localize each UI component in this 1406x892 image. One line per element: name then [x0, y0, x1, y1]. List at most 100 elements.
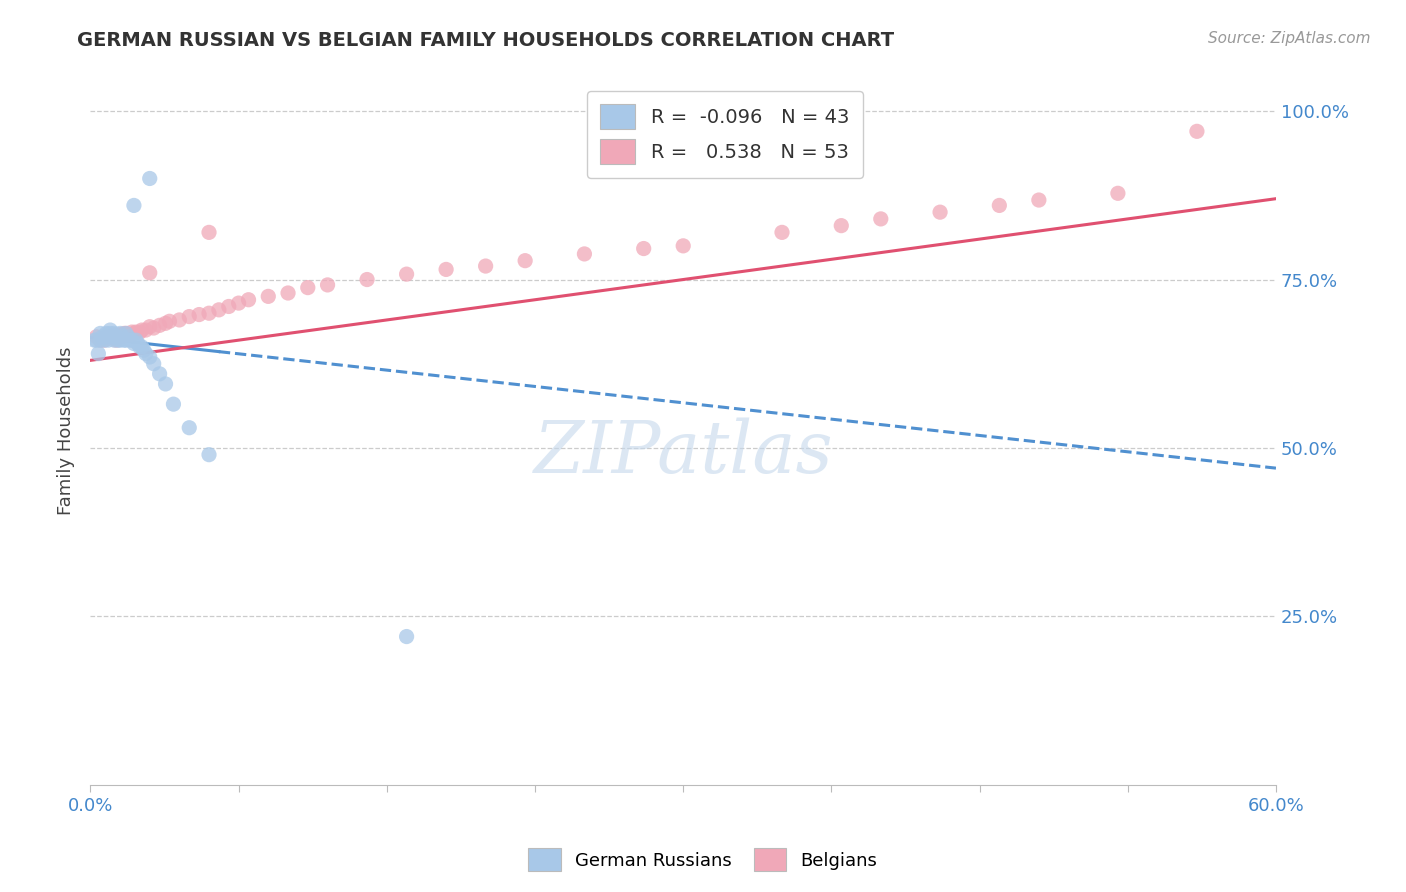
Point: [86, 333, 108, 347]
Point: [672, 239, 695, 253]
Point: [118, 327, 141, 342]
Point: [1028, 193, 1050, 207]
Point: [218, 300, 240, 314]
Point: [97, 333, 120, 347]
Point: [111, 330, 134, 344]
Point: [179, 421, 201, 435]
Point: [103, 333, 125, 347]
Text: GERMAN RUSSIAN VS BELGIAN FAMILY HOUSEHOLDS CORRELATION CHART: GERMAN RUSSIAN VS BELGIAN FAMILY HOUSEHO…: [77, 31, 894, 50]
Point: [395, 267, 418, 281]
Point: [108, 333, 131, 347]
Point: [1185, 124, 1208, 138]
Point: [316, 277, 339, 292]
Y-axis label: Family Households: Family Households: [58, 347, 75, 516]
Point: [988, 198, 1011, 212]
Point: [198, 226, 221, 240]
Point: [112, 333, 135, 347]
Point: [96, 326, 118, 341]
Point: [122, 336, 145, 351]
Point: [89, 333, 111, 347]
Point: [117, 330, 139, 344]
Text: ZIPatlas: ZIPatlas: [533, 417, 832, 488]
Point: [277, 285, 299, 300]
Point: [159, 314, 181, 328]
Point: [127, 336, 149, 351]
Point: [96, 330, 118, 344]
Point: [83, 333, 105, 347]
Point: [111, 330, 134, 344]
Text: Source: ZipAtlas.com: Source: ZipAtlas.com: [1208, 31, 1371, 46]
Point: [125, 325, 148, 339]
Point: [132, 343, 155, 358]
Point: [188, 308, 211, 322]
Point: [105, 330, 128, 344]
Point: [434, 262, 457, 277]
Point: [356, 272, 378, 286]
Point: [198, 448, 221, 462]
Point: [869, 211, 891, 226]
Point: [162, 397, 184, 411]
Point: [574, 247, 596, 261]
Point: [89, 333, 111, 347]
Point: [103, 326, 125, 341]
Point: [1107, 186, 1129, 201]
Point: [395, 630, 418, 644]
Point: [96, 330, 118, 344]
Point: [128, 340, 150, 354]
Point: [238, 293, 260, 307]
Point: [633, 242, 655, 256]
Point: [198, 306, 221, 320]
Point: [108, 327, 131, 342]
Point: [86, 330, 108, 344]
Point: [115, 326, 138, 341]
Point: [770, 226, 793, 240]
Point: [131, 323, 153, 337]
Point: [93, 333, 115, 347]
Point: [208, 302, 231, 317]
Point: [115, 326, 138, 341]
Point: [929, 205, 952, 219]
Point: [91, 330, 114, 344]
Point: [131, 340, 153, 354]
Point: [138, 266, 160, 280]
Point: [138, 171, 160, 186]
Point: [98, 330, 121, 344]
Point: [121, 333, 143, 347]
Point: [89, 326, 111, 341]
Point: [115, 333, 138, 347]
Point: [474, 259, 496, 273]
Point: [98, 326, 121, 341]
Point: [515, 253, 537, 268]
Point: [128, 325, 150, 339]
Point: [135, 323, 157, 337]
Point: [149, 367, 172, 381]
Point: [112, 326, 135, 341]
Point: [98, 323, 121, 337]
Point: [830, 219, 852, 233]
Point: [138, 319, 160, 334]
Point: [149, 318, 172, 333]
Point: [257, 289, 280, 303]
Point: [297, 280, 319, 294]
Point: [105, 333, 128, 347]
Point: [122, 326, 145, 341]
Point: [93, 333, 115, 347]
Point: [118, 333, 141, 347]
Point: [121, 325, 143, 339]
Point: [125, 333, 148, 347]
Point: [142, 321, 165, 335]
Legend: R =  -0.096   N = 43, R =   0.538   N = 53: R = -0.096 N = 43, R = 0.538 N = 53: [586, 91, 863, 178]
Point: [135, 346, 157, 360]
Point: [228, 296, 250, 310]
Point: [155, 376, 177, 391]
Point: [155, 316, 177, 330]
Point: [122, 198, 145, 212]
Point: [179, 310, 201, 324]
Point: [107, 333, 129, 347]
Legend: German Russians, Belgians: German Russians, Belgians: [522, 841, 884, 879]
Point: [108, 326, 131, 341]
Point: [169, 313, 191, 327]
Point: [142, 357, 165, 371]
Point: [103, 327, 125, 342]
Point: [138, 350, 160, 364]
